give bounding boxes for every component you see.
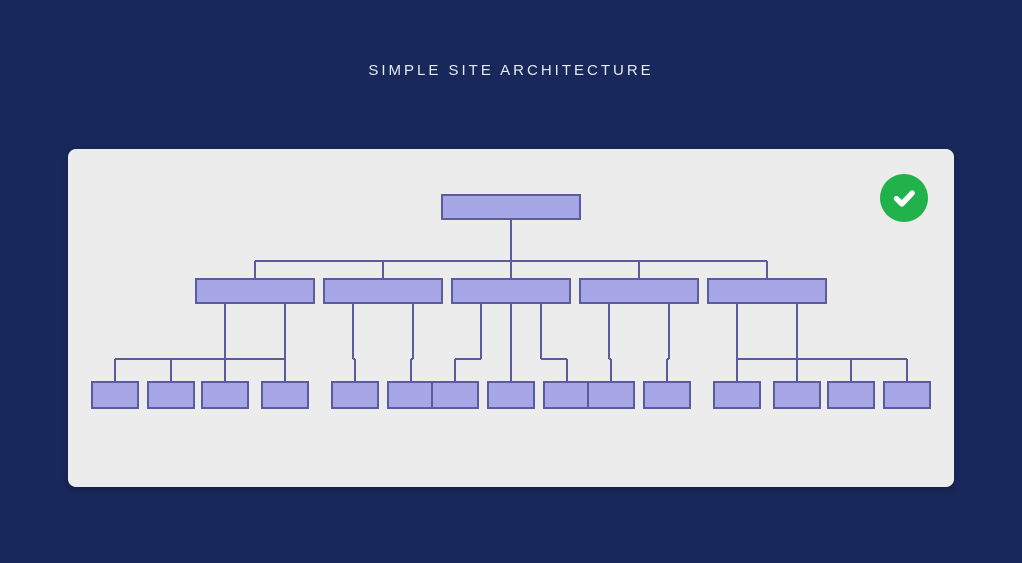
success-badge — [880, 174, 928, 222]
tree-node — [388, 382, 434, 408]
tree-node — [92, 382, 138, 408]
tree-node — [588, 382, 634, 408]
site-tree-diagram — [68, 149, 954, 487]
tree-node — [544, 382, 590, 408]
page-title: SIMPLE SITE ARCHITECTURE — [0, 62, 1022, 79]
tree-node — [828, 382, 874, 408]
tree-node — [332, 382, 378, 408]
tree-node — [262, 382, 308, 408]
tree-node — [432, 382, 478, 408]
tree-node — [488, 382, 534, 408]
tree-node — [884, 382, 930, 408]
tree-node — [708, 279, 826, 303]
tree-node — [148, 382, 194, 408]
tree-node — [196, 279, 314, 303]
tree-node — [774, 382, 820, 408]
tree-node — [644, 382, 690, 408]
tree-node — [442, 195, 580, 219]
check-icon — [891, 185, 917, 211]
tree-node — [324, 279, 442, 303]
tree-node — [580, 279, 698, 303]
tree-node — [714, 382, 760, 408]
tree-node — [202, 382, 248, 408]
tree-node — [452, 279, 570, 303]
diagram-card — [68, 149, 954, 487]
page: SIMPLE SITE ARCHITECTURE — [0, 0, 1022, 563]
